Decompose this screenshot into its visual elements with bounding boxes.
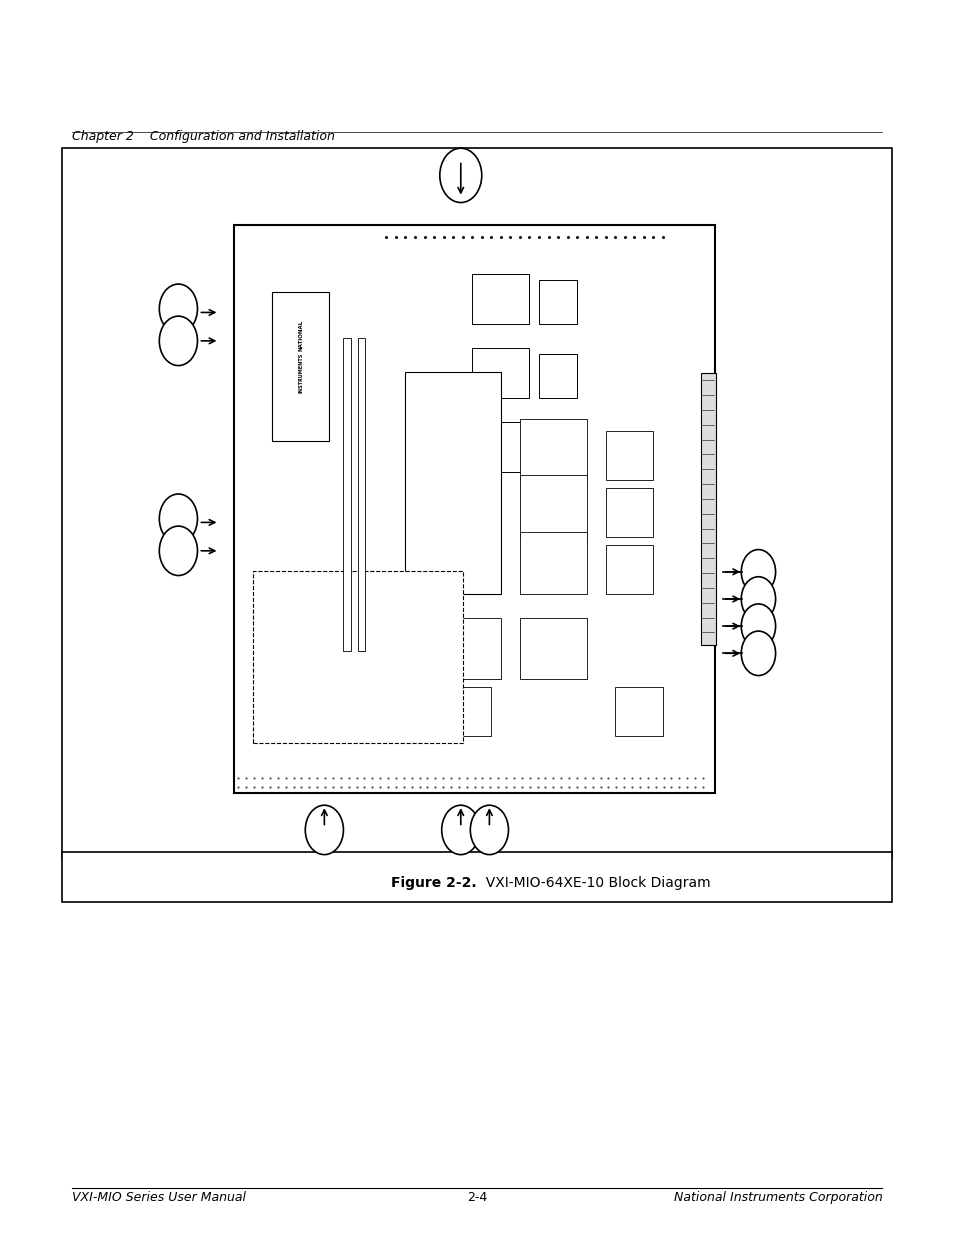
Bar	[472, 422, 529, 472]
Text: INSTRUMENTS: INSTRUMENTS	[297, 353, 303, 393]
Circle shape	[441, 805, 479, 855]
Bar	[700, 373, 715, 645]
Bar	[424, 618, 500, 679]
Bar	[519, 475, 586, 537]
Bar	[472, 348, 529, 398]
Bar	[62, 852, 891, 902]
Bar	[605, 488, 653, 537]
Bar	[605, 431, 653, 480]
Circle shape	[305, 805, 343, 855]
Circle shape	[740, 604, 775, 648]
Bar	[605, 545, 653, 594]
Text: 2-4: 2-4	[466, 1191, 487, 1204]
Bar	[329, 687, 395, 736]
Circle shape	[159, 526, 197, 576]
Bar	[253, 571, 462, 743]
Circle shape	[439, 148, 481, 203]
Bar	[519, 419, 586, 480]
Bar	[357, 338, 365, 651]
Bar	[519, 532, 586, 594]
Circle shape	[740, 631, 775, 676]
Text: Figure 2-2.: Figure 2-2.	[391, 876, 476, 890]
Text: VXI-MIO-64XE-10 Block Diagram: VXI-MIO-64XE-10 Block Diagram	[476, 876, 710, 890]
Circle shape	[740, 550, 775, 594]
Bar	[538, 354, 577, 398]
Bar	[538, 280, 577, 324]
Text: VXI-MIO Series User Manual: VXI-MIO Series User Manual	[71, 1191, 245, 1204]
Bar	[424, 687, 491, 736]
Circle shape	[740, 577, 775, 621]
Bar	[519, 618, 586, 679]
Circle shape	[470, 805, 508, 855]
Circle shape	[159, 494, 197, 543]
Bar	[62, 148, 891, 858]
Bar	[272, 293, 329, 441]
Bar	[472, 274, 529, 324]
Text: NATIONAL: NATIONAL	[297, 320, 303, 351]
Bar	[405, 372, 500, 594]
Bar	[615, 687, 662, 736]
Text: National Instruments Corporation: National Instruments Corporation	[673, 1191, 882, 1204]
Bar	[343, 338, 351, 651]
Bar	[233, 225, 715, 793]
Circle shape	[159, 284, 197, 333]
Text: Chapter 2    Configuration and Installation: Chapter 2 Configuration and Installation	[71, 130, 335, 143]
Bar	[329, 618, 405, 679]
Circle shape	[159, 316, 197, 366]
